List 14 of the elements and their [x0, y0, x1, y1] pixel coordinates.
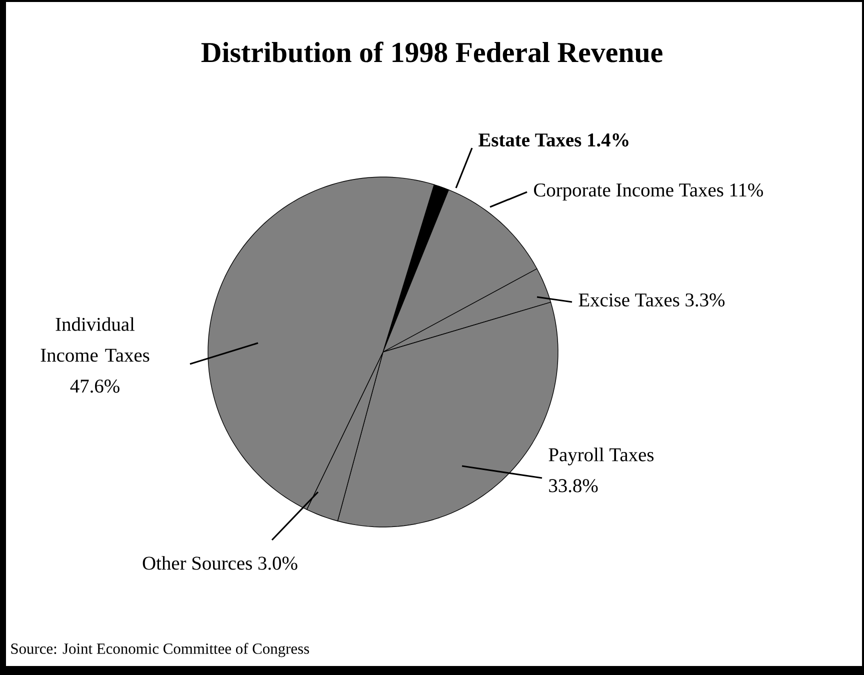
data-label: 3.0%: [258, 556, 298, 570]
slice-label: Other Sources: [142, 556, 252, 570]
chart-title: Distribution of 1998 Federal Revenue: [201, 42, 662, 62]
data-label: 3.3%: [686, 293, 725, 307]
data-label: 1.4%: [588, 133, 628, 147]
data-label: 33.8%: [549, 479, 598, 492]
data-label: 11%: [730, 183, 763, 197]
source-note: Source: Joint Economic Committee of Congress: [11, 642, 310, 658]
slice-label: Estate Taxes: [478, 134, 582, 147]
slice-label: Corporate Income Taxes: [534, 184, 724, 201]
slice-label: Payroll Taxes: [548, 448, 654, 466]
slice-label: Excise Taxes: [578, 293, 680, 307]
data-label: 47.6%: [70, 380, 120, 393]
slice-label: Individual Income Taxes: [40, 317, 150, 362]
